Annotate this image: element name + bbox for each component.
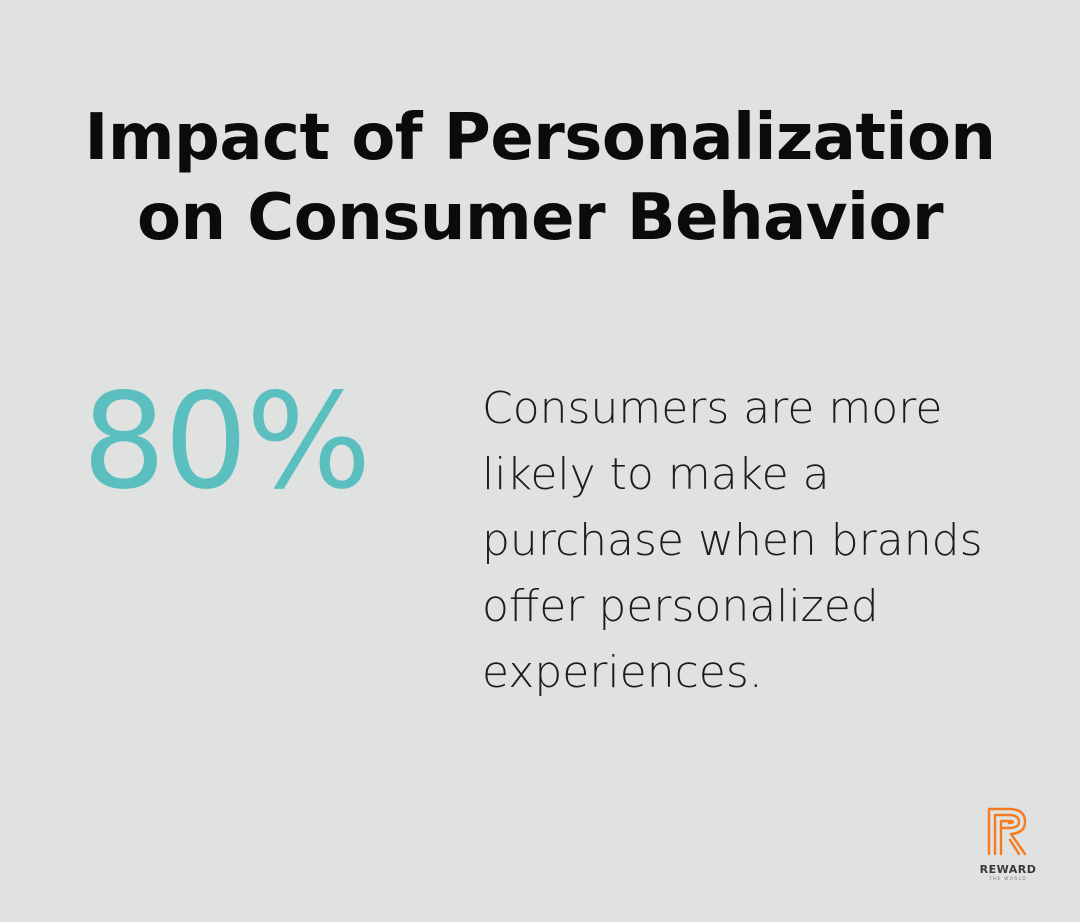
brand-tagline: THE WORLD: [989, 876, 1027, 881]
stat-description: Consumers are more likely to make a purc…: [482, 383, 983, 698]
brand-logo: REWARD THE WORLD: [970, 806, 1046, 881]
page-title: Impact of Personalization on Consumer Be…: [84, 101, 996, 255]
brand-name: REWARD: [979, 863, 1037, 876]
reward-r-icon: [987, 807, 1027, 856]
stat-value: 80%: [82, 365, 371, 519]
